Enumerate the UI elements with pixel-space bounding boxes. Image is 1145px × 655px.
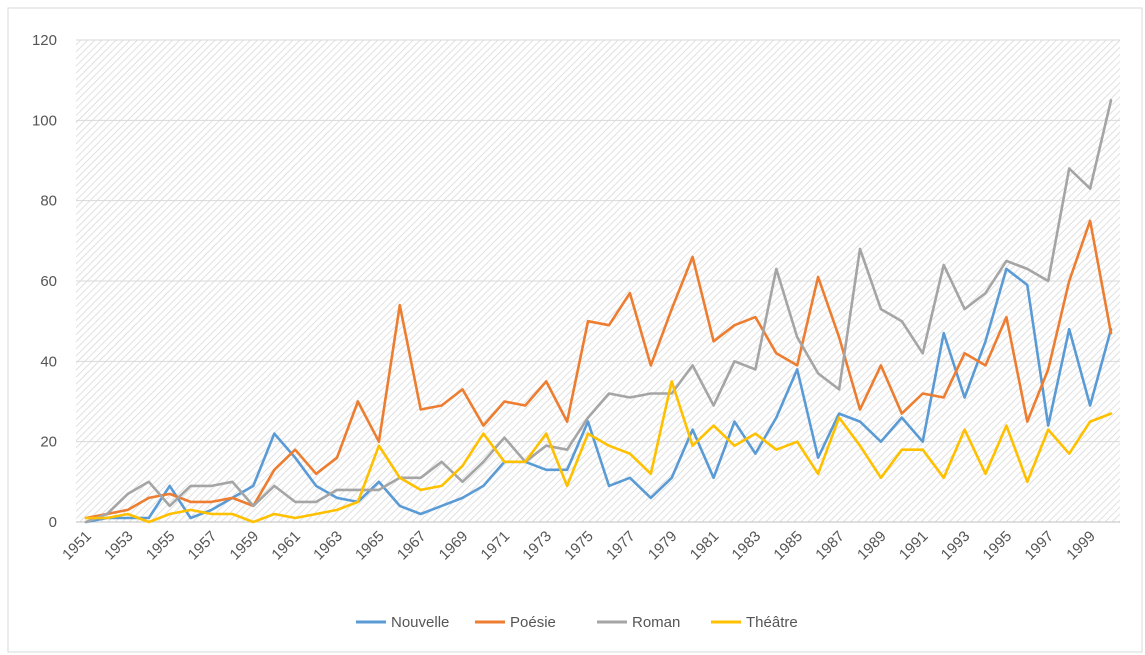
- series-line-nouvelle: [84, 267, 1113, 524]
- legend-label: Roman: [632, 614, 680, 631]
- y-tick-label: 0: [49, 514, 57, 531]
- y-tick-label: 80: [40, 193, 57, 210]
- series-line-théâtre: [84, 380, 1113, 524]
- y-tick-label: 120: [32, 32, 57, 49]
- legend: Nouvelle Poésie Roman Théâtre: [356, 614, 798, 631]
- legend-label: Nouvelle: [391, 614, 449, 631]
- y-tick-label: 60: [40, 273, 57, 290]
- series-lines: [84, 99, 1113, 524]
- y-tick-label: 100: [32, 112, 57, 129]
- series-line-roman: [84, 99, 1113, 524]
- legend-label: Poésie: [510, 614, 556, 631]
- y-axis-ticks: 0 20 40 60 80 100 120: [32, 32, 57, 531]
- gridlines: [76, 39, 1120, 523]
- y-tick-label: 20: [40, 434, 57, 451]
- series-line-poésie: [84, 219, 1113, 520]
- legend-label: Théâtre: [746, 614, 798, 631]
- y-tick-label: 40: [40, 353, 57, 370]
